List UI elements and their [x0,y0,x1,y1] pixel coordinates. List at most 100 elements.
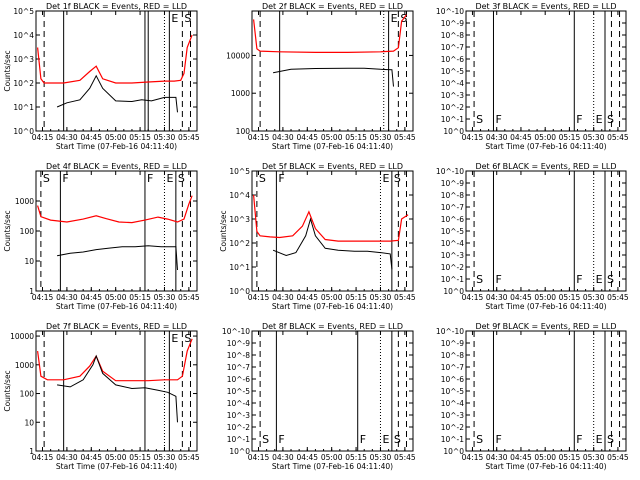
marker-label: S [476,113,483,126]
marker-label: S [178,172,185,185]
marker-label: S [184,332,191,345]
plot-frame [35,330,198,452]
y-tick-label: 10^-3 [441,251,465,260]
x-tick-label: 04:45 [296,453,318,462]
series-line-lld [37,338,193,382]
y-tick-label: 10^-3 [441,411,465,420]
x-axis-title: Start Time (07-Feb-16 04:11:40) [272,462,393,471]
marker-label: E [382,172,389,185]
panel-det9: Det 9f BLACK = Events, RED = LLD 04:15 04:… [436,322,629,471]
x-tick-label: 04:30 [486,453,508,462]
marker-label: F [147,172,153,185]
y-tick-label: 10^3 [229,215,250,224]
y-tick-label: 10^2 [13,79,34,88]
x-tick-label: 04:30 [56,133,78,142]
y-tick-label: 10^-2 [441,263,465,272]
x-tick-label: 04:30 [56,293,78,302]
x-tick-label: 04:15 [248,453,270,462]
x-tick-label: 04:30 [272,133,294,142]
panel-title: Det 3f BLACK = Events, RED = LLD [475,2,616,11]
x-tick-label: 05:30 [583,293,605,302]
marker-label: F [576,433,582,446]
marker-label: F [495,433,501,446]
y-tick-label: 1 [29,447,34,456]
y-tick-label: 10^3 [13,55,34,64]
panel-title: Det 9f BLACK = Events, RED = LLD [475,322,616,331]
x-tick-label: 05:30 [370,453,392,462]
y-tick-label: 10^-4 [441,79,465,88]
x-tick-label: 05:45 [394,293,416,302]
marker-label: F [278,172,284,185]
x-tick-label: 05:15 [129,293,151,302]
x-tick-label: 04:15 [462,293,484,302]
x-tick-label: 05:15 [345,453,367,462]
y-tick-label: 10^4 [229,191,250,200]
series-line-events [57,354,178,423]
x-tick-label: 04:15 [248,133,270,142]
y-tick-label: 10^-5 [227,387,251,396]
x-tick-label: 04:15 [248,293,270,302]
x-tick-label: 05:00 [105,293,127,302]
x-tick-label: 05:30 [154,133,176,142]
x-tick-label: 05:30 [370,293,392,302]
x-tick-label: 05:00 [534,293,556,302]
y-tick-label: 10^-2 [441,103,465,112]
x-axis-title: Start Time (07-Feb-16 04:11:40) [272,302,393,311]
y-tick-label: 10 [24,257,34,266]
marker-label: F [495,273,501,286]
y-tick-label: 10^-6 [441,215,465,224]
series-line-lld [37,34,193,84]
y-tick-label: 10^-1 [441,435,465,444]
x-tick-label: 05:30 [370,133,392,142]
x-tick-label: 04:15 [32,293,54,302]
y-tick-label: 10^-8 [441,351,465,360]
x-tick-label: 04:45 [510,293,532,302]
x-tick-label: 05:00 [321,133,343,142]
x-tick-label: 05:30 [583,133,605,142]
y-tick-label: 10^1 [13,103,34,112]
marker-label: E [171,332,178,345]
y-tick-label: 10^-4 [441,399,465,408]
marker-label: F [495,113,501,126]
y-tick-label: 10^-7 [441,43,465,52]
marker-label: S [476,433,483,446]
x-axis-title: Start Time (07-Feb-16 04:11:40) [56,302,177,311]
x-axis-title: Start Time (07-Feb-16 04:11:40) [56,462,177,471]
y-tick-label: 100 [236,127,251,136]
marker-label: S [184,12,191,25]
x-tick-label: 05:30 [154,293,176,302]
y-axis-title: Counts/sec [3,370,12,411]
x-tick-label: 05:45 [178,133,200,142]
x-tick-label: 05:45 [178,293,200,302]
y-tick-label: 10^5 [229,167,250,176]
marker-label: S [607,273,614,286]
series-line-lld [37,195,193,224]
series-line-events [57,245,178,271]
x-tick-label: 04:45 [80,453,102,462]
y-tick-label: 10^-9 [441,179,465,188]
y-tick-label: 10^-5 [441,67,465,76]
y-tick-label: 1000 [231,89,250,98]
x-tick-label: 04:30 [56,453,78,462]
panel-title: Det 4f BLACK = Events, RED = LLD [46,162,187,171]
x-tick-label: 05:15 [129,133,151,142]
panel-det4: Det 4f BLACK = Events, RED = LLD 04:15 04:… [3,162,200,311]
y-tick-label: 10^-4 [441,239,465,248]
x-tick-label: 05:00 [105,133,127,142]
x-tick-label: 05:45 [178,453,200,462]
marker-label: E [391,12,398,25]
y-tick-label: 10^-1 [227,435,251,444]
x-tick-label: 04:15 [462,453,484,462]
panel-title: Det 1f BLACK = Events, RED = LLD [46,2,187,11]
marker-label: S [607,433,614,446]
panel-title: Det 2f BLACK = Events, RED = LLD [262,2,403,11]
x-axis-title: Start Time (07-Feb-16 04:11:40) [485,462,606,471]
y-tick-label: 100 [20,390,35,399]
x-tick-label: 04:30 [486,293,508,302]
marker-label: E [596,273,603,286]
x-tick-label: 05:30 [583,453,605,462]
x-tick-label: 04:45 [296,133,318,142]
